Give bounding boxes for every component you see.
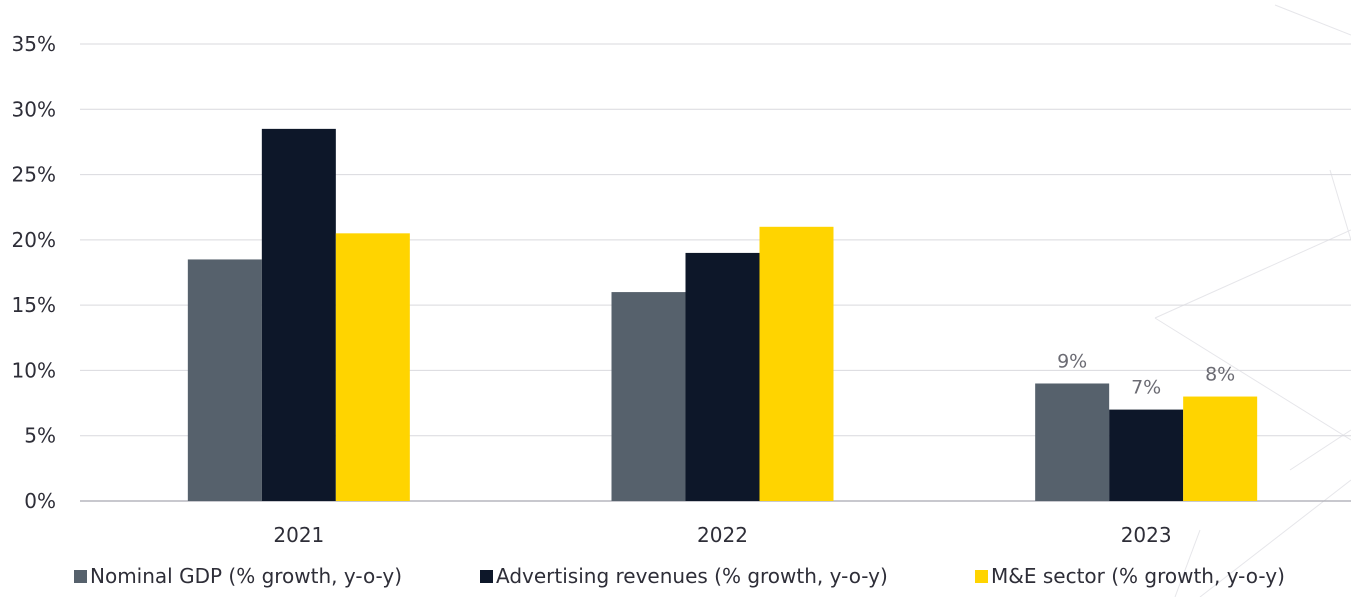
bar-2021-series-2 xyxy=(335,233,410,502)
legend-label-2: M&E sector (% growth, y-o-y) xyxy=(991,564,1285,588)
y-tick-label: 35% xyxy=(12,32,56,56)
legend-label-1: Advertising revenues (% growth, y-o-y) xyxy=(496,564,888,588)
bar-2023-series-0 xyxy=(1035,383,1110,501)
decor-line xyxy=(1289,429,1351,471)
data-label: 8% xyxy=(1205,364,1235,386)
legend-swatch-1 xyxy=(480,570,493,583)
legend-label-0: Nominal GDP (% growth, y-o-y) xyxy=(90,564,402,588)
x-category-label: 2022 xyxy=(697,523,748,547)
x-category-label: 2023 xyxy=(1121,523,1172,547)
legend: Nominal GDP (% growth, y-o-y) Advertising… xyxy=(74,564,1285,588)
y-tick-label: 15% xyxy=(12,293,56,317)
y-tick-label: 10% xyxy=(12,358,56,382)
x-axis: 2021 2022 2023 xyxy=(273,523,1171,547)
bar-2023-series-2 xyxy=(1183,396,1258,501)
bar-2022-series-1 xyxy=(685,252,760,501)
decor-line xyxy=(1154,317,1351,441)
legend-swatch-0 xyxy=(74,570,87,583)
bar-2021-series-1 xyxy=(261,128,336,501)
decor-line xyxy=(1174,529,1201,598)
y-tick-label: 0% xyxy=(24,489,56,513)
y-tick-label: 20% xyxy=(12,228,56,252)
bar-2023-series-1 xyxy=(1109,409,1184,501)
decor-line xyxy=(1199,479,1351,598)
decor-line xyxy=(1329,169,1351,241)
decor-line xyxy=(1154,229,1351,319)
y-axis: 0% 5% 10% 15% 20% 25% 30% 35% xyxy=(12,32,56,513)
bar-2021-series-0 xyxy=(187,259,262,501)
y-tick-label: 5% xyxy=(24,424,56,448)
background-decoration xyxy=(1154,4,1351,598)
decor-line xyxy=(1274,4,1351,36)
bar-2022-series-0 xyxy=(611,292,686,501)
y-tick-label: 30% xyxy=(12,97,56,121)
bars xyxy=(187,128,1258,502)
bar-2022-series-2 xyxy=(759,226,834,502)
data-label: 7% xyxy=(1131,377,1161,399)
y-tick-label: 25% xyxy=(12,163,56,187)
data-label: 9% xyxy=(1057,350,1087,372)
data-labels: 9% 7% 8% xyxy=(1057,350,1235,398)
x-category-label: 2021 xyxy=(273,523,324,547)
legend-swatch-2 xyxy=(975,570,988,583)
